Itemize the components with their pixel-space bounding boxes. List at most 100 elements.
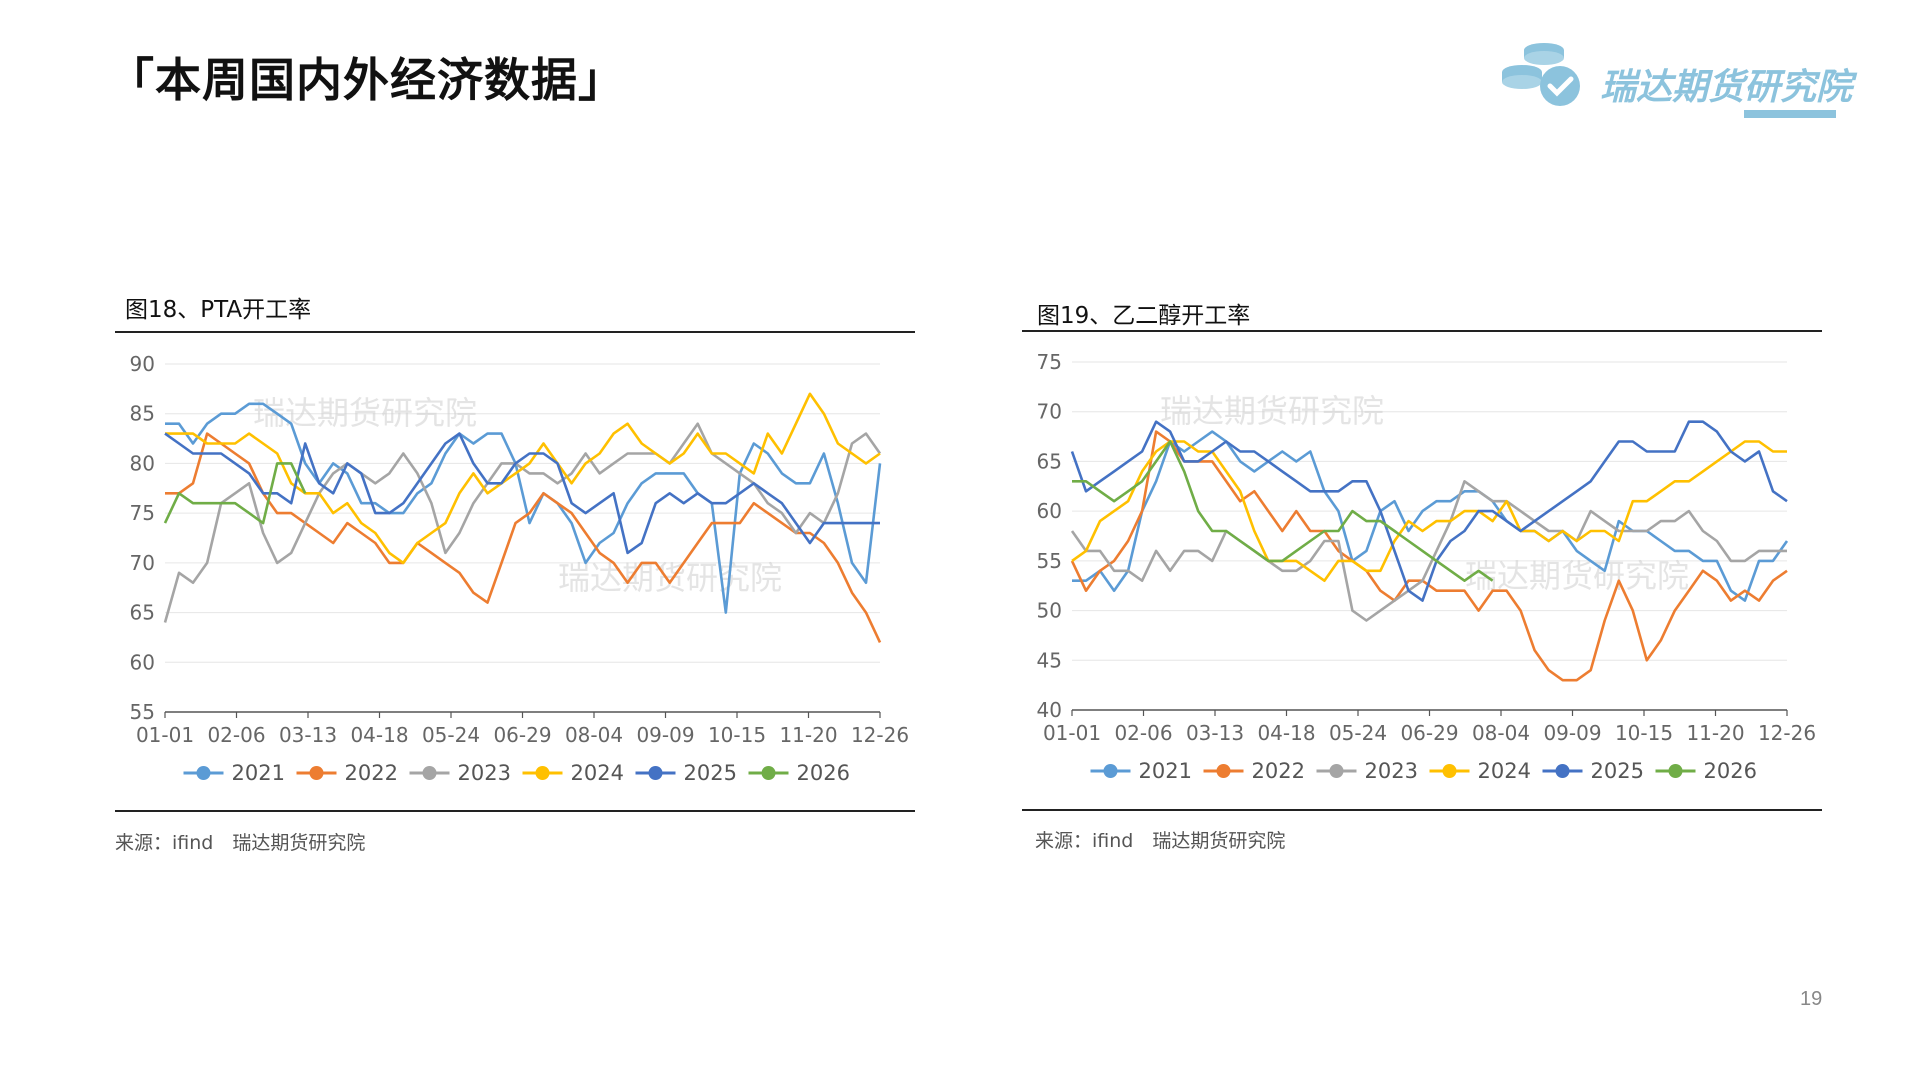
chart1-x-tick-label: 06-29	[493, 723, 551, 747]
chart2-top-rule	[1022, 330, 1822, 332]
chart1-series-2024	[165, 392, 881, 565]
chart2-watermark: 瑞达期货研究院	[1160, 392, 1384, 430]
chart1-x-tick-label: 02-06	[207, 723, 265, 747]
chart2-legend-marker	[1103, 764, 1118, 778]
chart2-legend-item-2026: 2026	[1655, 759, 1757, 783]
chart2-legend-item-2023: 2023	[1316, 759, 1418, 783]
chart2-legend-marker	[1668, 764, 1683, 778]
chart1-legend-label: 2023	[458, 761, 511, 785]
page-number: 19	[1800, 988, 1823, 1010]
chart1-legend-label: 2024	[571, 761, 624, 785]
chart1-legend-item-2023: 2023	[409, 761, 511, 785]
chart2-x-tick-label: 10-15	[1615, 721, 1673, 745]
chart2-y-tick-label: 45	[1037, 648, 1062, 672]
logo-text: 瑞达期货研究院	[1600, 67, 1853, 108]
chart2-series-2023	[1070, 480, 1787, 622]
chart1-y-tick-label: 80	[130, 451, 155, 475]
chart2-series-2026	[1072, 440, 1494, 582]
chart2-series-2024	[1071, 440, 1787, 582]
chart1-legend-item-2021: 2021	[183, 761, 285, 785]
logo-underline	[1744, 110, 1836, 118]
chart2-x-tick-label: 05-24	[1329, 721, 1387, 745]
chart1-legend-marker	[309, 766, 324, 780]
chart1-plot: 55 60 65 70 75 80 85 90 01-01 02-06 03-13 04-18 05-2…	[130, 352, 910, 785]
chart1-legend-marker	[761, 766, 776, 780]
chart2-legend-label: 2021	[1139, 759, 1192, 783]
chart2-y-tick-label: 70	[1037, 400, 1062, 424]
chart1-title: 图18、PTA开工率	[125, 297, 312, 323]
chart2-x-tick-label: 02-06	[1114, 721, 1172, 745]
chart1-legend-marker	[535, 766, 550, 780]
chart1-y-tick-label: 60	[130, 650, 155, 674]
chart2-x-tick-label: 08-04	[1472, 721, 1530, 745]
chart1-x-tick-label: 12-26	[851, 723, 909, 747]
chart1-bottom-rule	[115, 810, 915, 812]
chart2-legend-marker	[1329, 764, 1344, 778]
chart1-legend-label: 2025	[684, 761, 737, 785]
chart1-legend-label: 2026	[797, 761, 850, 785]
chart1-legend-marker	[422, 766, 437, 780]
chart1-x-tick-label: 09-09	[636, 723, 694, 747]
chart2-legend-label: 2024	[1478, 759, 1531, 783]
chart1-legend-label: 2022	[345, 761, 398, 785]
chart2-y-tick-label: 55	[1037, 549, 1062, 573]
chart2-y-tick-label: 40	[1037, 698, 1062, 722]
chart1-y-tick-label: 70	[130, 551, 155, 575]
chart1-top-rule	[115, 331, 915, 333]
logo: 瑞达期货研究院	[1500, 38, 1852, 122]
chart2-legend-item-2025: 2025	[1542, 759, 1644, 783]
chart2-x-tick-label: 01-01	[1043, 721, 1101, 745]
chart1-y-tick-label: 85	[130, 402, 155, 426]
chart2-y-tick-label: 65	[1037, 449, 1062, 473]
chart2-legend-item-2024: 2024	[1429, 759, 1531, 783]
chart1-x-tick-label: 03-13	[279, 723, 337, 747]
chart2-legend-marker	[1442, 764, 1457, 778]
chart1-series-2025	[164, 432, 880, 555]
chart1-watermark: 瑞达期货研究院	[253, 394, 477, 432]
chart2-x-tick-label: 09-09	[1543, 721, 1601, 745]
chart1-legend-marker	[648, 766, 663, 780]
chart1-legend-item-2025: 2025	[635, 761, 737, 785]
chart2-legend-marker	[1555, 764, 1570, 778]
chart2-title: 图19、乙二醇开工率	[1037, 303, 1251, 329]
chart2-legend-item-2022: 2022	[1203, 759, 1305, 783]
chart1-x-tick-label: 01-01	[136, 723, 194, 747]
chart2-x-tick-label: 12-26	[1758, 721, 1816, 745]
chart2-y-tick-label: 50	[1037, 599, 1062, 623]
chart1-legend-label: 2021	[232, 761, 285, 785]
chart1-legend-marker	[196, 766, 211, 780]
chart1-y-tick-label: 90	[130, 352, 155, 376]
chart1-x-tick-label: 05-24	[422, 723, 480, 747]
chart1-y-tick-label: 75	[130, 501, 155, 525]
chart1-x-tick-label: 08-04	[565, 723, 623, 747]
chart1-y-tick-label: 55	[130, 700, 155, 724]
chart2-source: 来源：ifind 瑞达期货研究院	[1035, 830, 1286, 852]
chart1-series-2021	[165, 402, 882, 614]
chart2-plot: 40 45 50 55 60 65 70 75 01-01 02-06 03-13 04-18 05-2…	[1037, 350, 1817, 783]
chart2-legend-marker	[1216, 764, 1231, 778]
chart1-legend-item-2024: 2024	[522, 761, 624, 785]
chart1-legend-item-2022: 2022	[296, 761, 398, 785]
chart1-x-tick-label: 04-18	[350, 723, 408, 747]
chart1-series-2022	[165, 432, 882, 643]
chart2-legend-label: 2026	[1704, 759, 1757, 783]
chart2-x-tick-label: 04-18	[1257, 721, 1315, 745]
page-title: 「本周国内外经济数据」	[108, 53, 625, 107]
chart1-x-tick-label: 11-20	[779, 723, 837, 747]
chart1-series-2026	[163, 462, 307, 525]
chart1-x-tick-label: 10-15	[708, 723, 766, 747]
chart2-legend-label: 2022	[1252, 759, 1305, 783]
chart1-watermark: 瑞达期货研究院	[558, 559, 782, 597]
chart2-watermark: 瑞达期货研究院	[1465, 557, 1689, 595]
chart2-bottom-rule	[1022, 809, 1822, 811]
chart2-y-tick-label: 60	[1037, 499, 1062, 523]
chart2-legend-label: 2023	[1365, 759, 1418, 783]
chart1-y-tick-label: 65	[130, 601, 155, 625]
chart2-legend-label: 2025	[1591, 759, 1644, 783]
chart2-x-tick-label: 11-20	[1686, 721, 1744, 745]
chart2-series-2025	[1070, 420, 1788, 602]
chart2-x-tick-label: 06-29	[1400, 721, 1458, 745]
chart1-legend-item-2026: 2026	[748, 761, 850, 785]
chart2-y-tick-label: 75	[1037, 350, 1062, 374]
coin-stack-check-icon	[1502, 43, 1580, 106]
